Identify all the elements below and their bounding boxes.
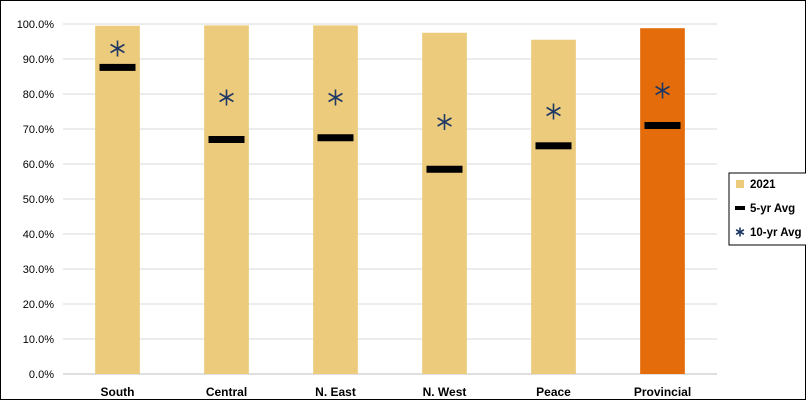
x-category-label: South [101,385,135,399]
five-year-avg-markers [99,63,681,173]
legend-swatch-10yr-avg [735,227,745,237]
y-tick-label: 70.0% [23,124,54,136]
star-stroke [735,229,745,235]
legend-swatch-2021 [736,180,744,188]
marker-10yr-avg [219,89,234,106]
y-tick-label: 80.0% [23,89,54,101]
y-tick-label: 50.0% [23,194,54,206]
bar-2021 [95,25,140,374]
x-category-label: Provincial [634,385,691,399]
marker-5yr-avg [426,165,463,173]
marker-10yr-avg [110,40,125,57]
legend-swatch-5yr-avg [735,206,745,210]
bar-2021 [422,32,467,374]
marker-5yr-avg [317,134,354,142]
marker-10yr-avg [328,89,343,106]
y-tick-label: 30.0% [23,264,54,276]
y-tick-label: 40.0% [23,229,54,241]
star-stroke [655,85,670,96]
y-tick-label: 10.0% [23,334,54,346]
y-tick-label: 0.0% [29,369,54,381]
y-tick-label: 60.0% [23,159,54,171]
x-category-label: Peace [536,385,571,399]
y-tick-label: 20.0% [23,299,54,311]
marker-10yr-avg [546,103,561,120]
bar-2021 [640,28,685,374]
x-category-label: Central [206,385,247,399]
legend-label-10yr-avg: 10-yr Avg [750,227,802,239]
marker-5yr-avg [208,136,245,143]
ten-year-avg-markers [110,40,670,130]
star-stroke [437,117,452,127]
legend-label-2021: 2021 [750,179,776,191]
bar-2021 [204,25,249,375]
star-stroke [546,106,561,117]
y-tick-label: 90.0% [23,54,54,66]
star-stroke [328,92,343,103]
marker-5yr-avg [99,63,136,71]
y-axis-tick-labels: 0.0% 10.0% 20.0% 30.0% 40.0% 50.0% 60.0% 70.0% 8… [17,19,55,381]
star-stroke [219,92,234,103]
bars [95,25,685,375]
x-category-label: N. West [423,385,467,399]
marker-10yr-avg [655,82,670,99]
marker-5yr-avg [535,142,572,150]
star-stroke [110,43,125,54]
legend-label-5yr-avg: 5-yr Avg [750,203,795,215]
marker-5yr-avg [644,122,681,129]
legend: 2021 5-yr Avg 10-yr Avg [728,172,806,246]
x-axis-category-labels: South Central N. East N. West Peace Provincia… [101,385,692,399]
bar-2021 [531,39,576,374]
y-tick-label: 100.0% [17,19,55,31]
gridlines [63,23,717,375]
bar-2021 [313,25,358,375]
x-category-label: N. East [315,385,356,399]
marker-10yr-avg [437,114,452,130]
